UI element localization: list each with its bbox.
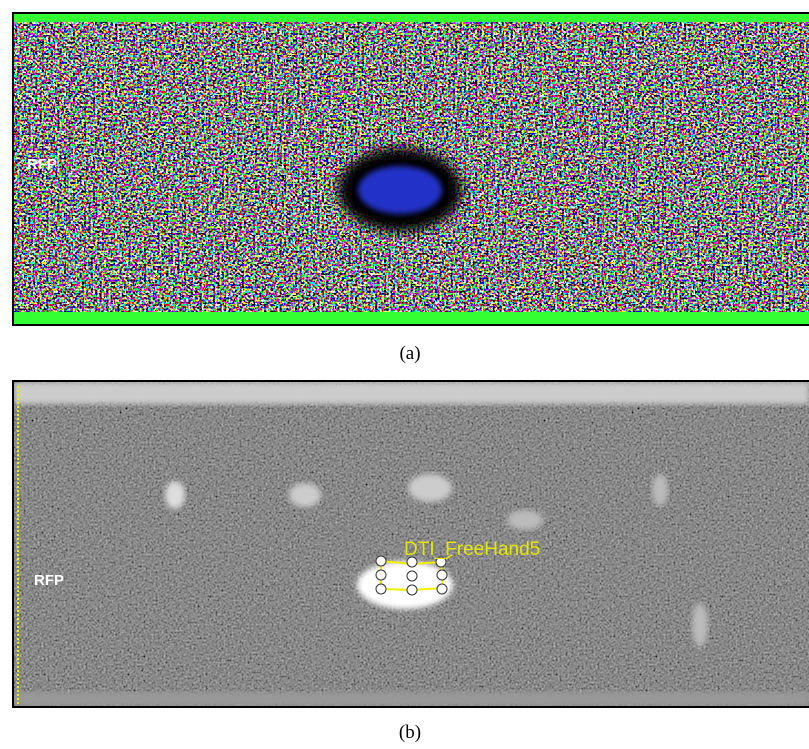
bright-spot <box>289 483 321 507</box>
bright-spot <box>507 510 543 530</box>
blue-region <box>358 166 442 214</box>
edge-band <box>14 692 809 706</box>
roi-label: DTI_FreeHand5 <box>404 539 540 560</box>
edge-band <box>14 312 809 324</box>
bright-spot <box>652 474 668 506</box>
bright-spot <box>692 603 708 647</box>
edge-band <box>14 14 809 22</box>
marker: RFP <box>27 156 57 173</box>
caption: (b) <box>399 722 421 743</box>
caption: (a) <box>399 343 420 364</box>
bright-spot <box>408 474 452 502</box>
panel-a <box>14 14 809 324</box>
edge-band <box>14 382 809 404</box>
figure: RFP (a) RFP DTI_FreeHand5 (b) <box>0 0 809 749</box>
bright-spot <box>165 481 185 509</box>
page: RFP (a) RFP DTI_FreeHand5 (b) (() => { c… <box>0 0 809 749</box>
marker: RFP <box>34 572 64 589</box>
